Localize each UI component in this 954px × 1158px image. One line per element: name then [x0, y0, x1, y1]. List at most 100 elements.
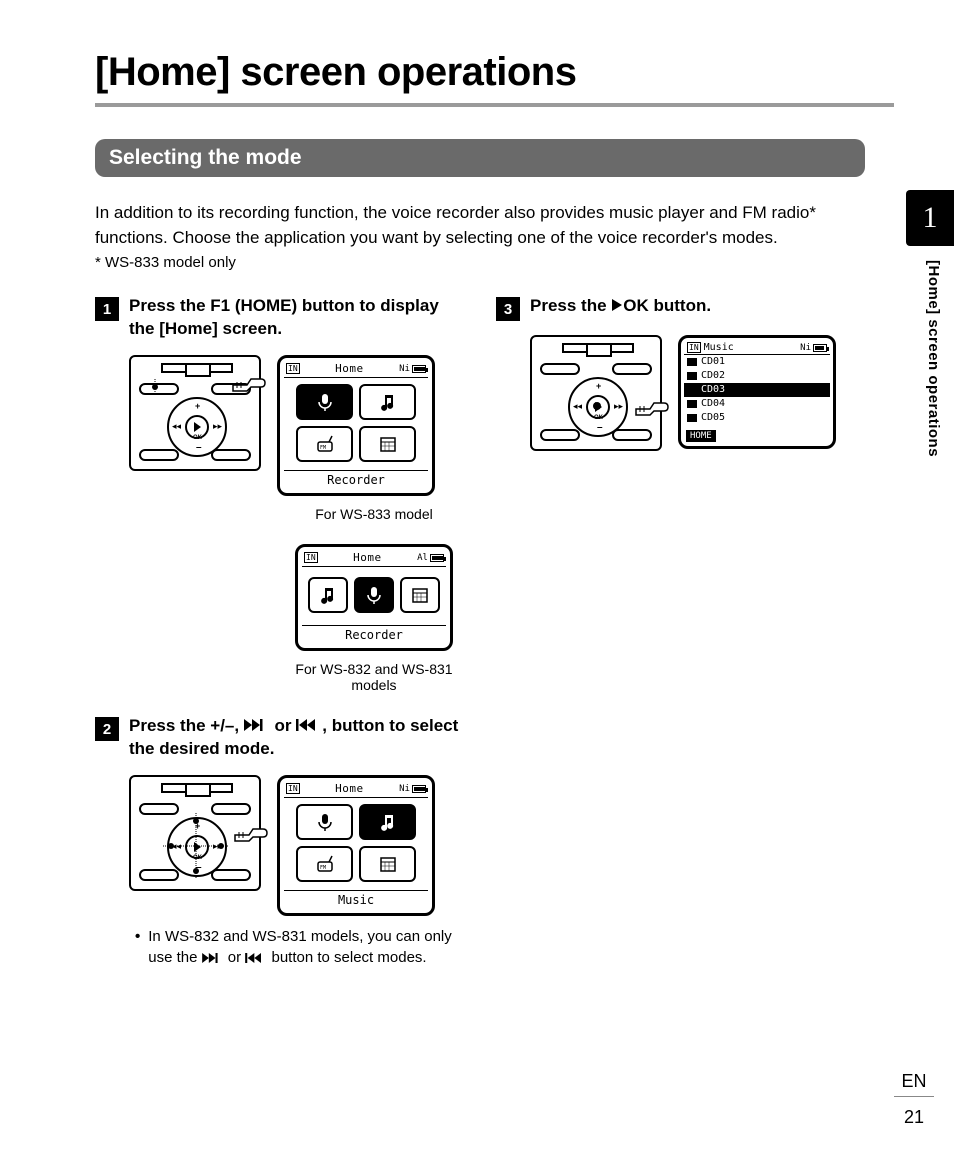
- step2-note: • In WS-832 and WS-831 models, you can o…: [135, 926, 455, 969]
- step2-images: +–◂◂▸▸OK IN Home Ni: [129, 775, 464, 916]
- step-3: 3 Press the OK button.: [496, 295, 865, 321]
- footnote: * WS-833 model only: [95, 254, 894, 271]
- two-column-layout: 1 Press the F1 (HOME) button to display …: [95, 295, 865, 968]
- list-item: CD04: [684, 397, 830, 411]
- step1-images: +–◂◂▸▸OK IN Home Ni FM: [129, 355, 464, 496]
- list-item: CD02: [684, 369, 830, 383]
- pointing-hand-icon: [634, 395, 670, 419]
- calendar-mode-icon: [400, 577, 440, 613]
- caption-ws832-831: For WS-832 and WS-831 models: [295, 661, 453, 693]
- list-item-label: CD04: [701, 398, 725, 409]
- sd-indicator: IN: [687, 342, 701, 353]
- music-mode-icon: [359, 384, 416, 420]
- battery-icon: Ni: [399, 364, 426, 374]
- press-dot-icon: [147, 379, 163, 395]
- page-number: 21: [894, 1107, 934, 1128]
- lcd-music-list: INMusic Ni CD01CD02 CD03 CD04 CD05 HOME: [678, 335, 836, 449]
- folder-icon: [687, 400, 697, 408]
- caption-ws833: For WS-833 model: [295, 506, 453, 522]
- section-heading: Selecting the mode: [95, 139, 865, 177]
- txt: ] screen.: [212, 319, 282, 338]
- step-1-text: Press the F1 (HOME) button to display th…: [129, 295, 464, 341]
- txt: Press the: [129, 296, 210, 315]
- pointing-hand-icon: [231, 371, 267, 395]
- calendar-mode-icon: [359, 426, 416, 462]
- play-icon: [611, 295, 623, 318]
- calendar-mode-icon: [359, 846, 416, 882]
- batt-type: Ni: [399, 784, 410, 794]
- txt: button to select modes.: [267, 949, 426, 966]
- list-title: Music: [704, 342, 734, 353]
- rewind-icon: [296, 715, 322, 738]
- left-column: 1 Press the F1 (HOME) button to display …: [95, 295, 464, 968]
- step-2: 2 Press the +/–, or , button to select t…: [95, 715, 464, 761]
- ok-highlight: [586, 395, 608, 417]
- txt: or: [270, 716, 296, 735]
- plus-minus-label: +/–,: [210, 716, 244, 735]
- side-running-title: [Home] screen operations: [925, 260, 942, 457]
- battery-icon: Al: [417, 553, 444, 563]
- battery-icon: Ni: [399, 784, 426, 794]
- list-item: CD05: [684, 411, 830, 425]
- txt: (: [230, 296, 240, 315]
- fast-forward-icon: [202, 948, 224, 969]
- music-mode-icon: [308, 577, 348, 613]
- lcd-title: Home: [353, 551, 382, 564]
- txt: Press the: [530, 296, 611, 315]
- batt-type: Al: [417, 553, 428, 563]
- step-2-text: Press the +/–, or , button to select the…: [129, 715, 464, 761]
- list-item-label: CD02: [701, 370, 725, 381]
- f1-label: F1: [210, 296, 230, 315]
- lcd-mode-label: Recorder: [302, 625, 446, 642]
- step1-image-3grid: IN Home Al Recorder: [295, 544, 464, 651]
- folder-icon: [687, 372, 697, 380]
- sd-indicator: IN: [286, 363, 300, 374]
- intro-paragraph: In addition to its recording function, t…: [95, 201, 855, 250]
- music-mode-icon: [359, 804, 416, 840]
- battery-icon: Ni: [800, 343, 827, 353]
- page-footer: EN 21: [894, 1071, 934, 1128]
- batt-type: Ni: [399, 364, 410, 374]
- list-item: CD01: [684, 355, 830, 369]
- note-text: In WS-832 and WS-831 models, you can onl…: [148, 926, 455, 969]
- folder-icon: [687, 358, 697, 366]
- step-1: 1 Press the F1 (HOME) button to display …: [95, 295, 464, 341]
- lcd-title: Home: [335, 782, 364, 795]
- list-item-label: CD03: [701, 384, 725, 395]
- bullet-icon: •: [135, 926, 140, 969]
- txt: or: [224, 949, 246, 966]
- rewind-icon: [245, 948, 267, 969]
- fm-mode-icon: FM: [296, 426, 353, 462]
- ok-label: OK: [623, 296, 649, 315]
- right-column: 3 Press the OK button. +–◂◂▸▸OK INMusic: [496, 295, 865, 968]
- step-number: 1: [95, 297, 119, 321]
- lcd-home-3grid-recorder: IN Home Al Recorder: [295, 544, 453, 651]
- step-number: 2: [95, 717, 119, 741]
- lcd-mode-label: Recorder: [284, 470, 428, 487]
- txt: button.: [649, 296, 711, 315]
- mic-mode-icon: [296, 384, 353, 420]
- sd-indicator: IN: [286, 783, 300, 794]
- svg-text:FM: FM: [320, 445, 326, 451]
- batt-type: Ni: [800, 343, 811, 353]
- home-softkey: HOME: [686, 430, 716, 442]
- list-item: CD03: [684, 383, 830, 397]
- device-diagram-press-ok: +–◂◂▸▸OK: [530, 335, 662, 451]
- home-label: HOME: [241, 296, 292, 315]
- device-diagram-press-dpad: +–◂◂▸▸OK: [129, 775, 261, 891]
- step3-images: +–◂◂▸▸OK INMusic Ni CD01CD02 CD03 CD04 CD05…: [530, 335, 865, 451]
- folder-icon: [687, 386, 697, 394]
- pointing-hand-icon: [233, 821, 269, 845]
- lcd-title: Home: [335, 362, 364, 375]
- fm-mode-icon: FM: [296, 846, 353, 882]
- page-title: [Home] screen operations: [95, 50, 894, 107]
- chapter-tab: 1: [906, 190, 954, 246]
- txt: Press the: [129, 716, 210, 735]
- sd-indicator: IN: [304, 552, 318, 563]
- home-label-2: Home: [165, 319, 212, 338]
- lcd-home-4grid-music: IN Home Ni FM Music: [277, 775, 435, 916]
- language-indicator: EN: [894, 1071, 934, 1097]
- fast-forward-icon: [244, 715, 270, 738]
- lcd-mode-label: Music: [284, 890, 428, 907]
- list-item-label: CD05: [701, 412, 725, 423]
